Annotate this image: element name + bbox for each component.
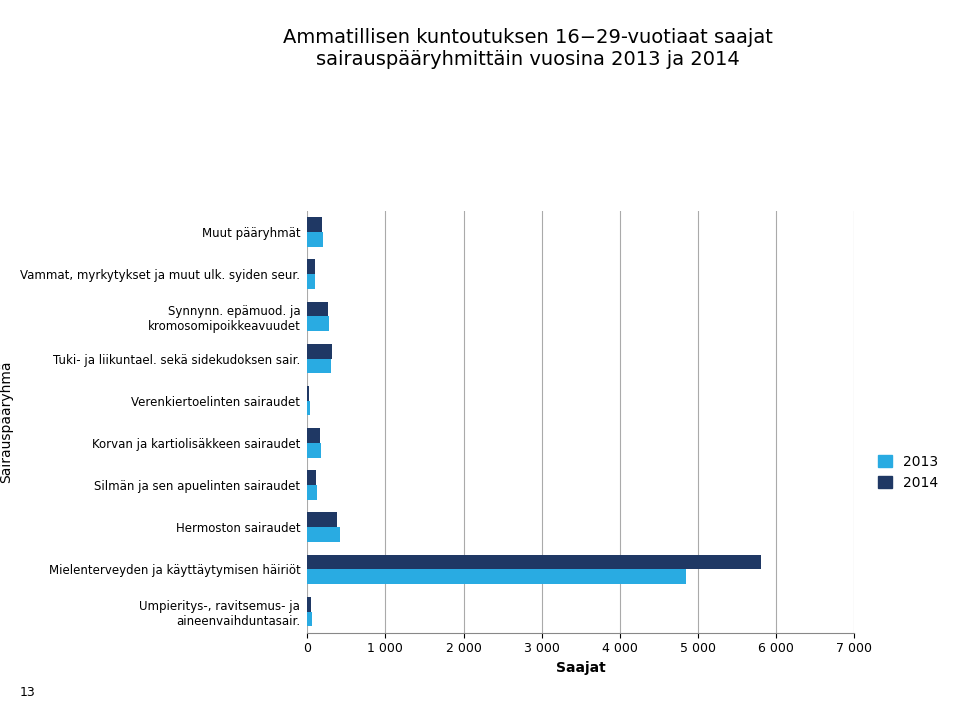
Bar bbox=[307, 316, 329, 331]
Bar bbox=[307, 274, 315, 289]
Bar bbox=[307, 443, 321, 458]
Y-axis label: Sairauspääryhmä: Sairauspääryhmä bbox=[0, 361, 13, 483]
Bar bbox=[307, 344, 332, 359]
Bar bbox=[307, 569, 686, 584]
Bar bbox=[307, 555, 760, 569]
Bar bbox=[307, 259, 315, 274]
Legend: 2013, 2014: 2013, 2014 bbox=[873, 449, 944, 496]
Bar bbox=[307, 485, 317, 500]
Bar bbox=[307, 470, 316, 485]
Bar bbox=[307, 428, 320, 443]
Bar bbox=[307, 302, 327, 316]
X-axis label: Saajat: Saajat bbox=[556, 661, 606, 675]
Bar bbox=[307, 597, 311, 612]
Bar bbox=[307, 612, 312, 626]
Bar bbox=[307, 386, 309, 401]
Bar bbox=[307, 527, 340, 542]
Bar bbox=[307, 401, 309, 415]
Text: Ammatillisen kuntoutuksen 16−29-vuotiaat saajat
sairauspääryhmittäin vuosina 201: Ammatillisen kuntoutuksen 16−29-vuotiaat… bbox=[283, 28, 773, 69]
Bar bbox=[307, 217, 322, 232]
Bar bbox=[307, 359, 331, 373]
Text: 13: 13 bbox=[19, 686, 35, 699]
Bar bbox=[307, 232, 323, 247]
Bar bbox=[307, 512, 337, 527]
